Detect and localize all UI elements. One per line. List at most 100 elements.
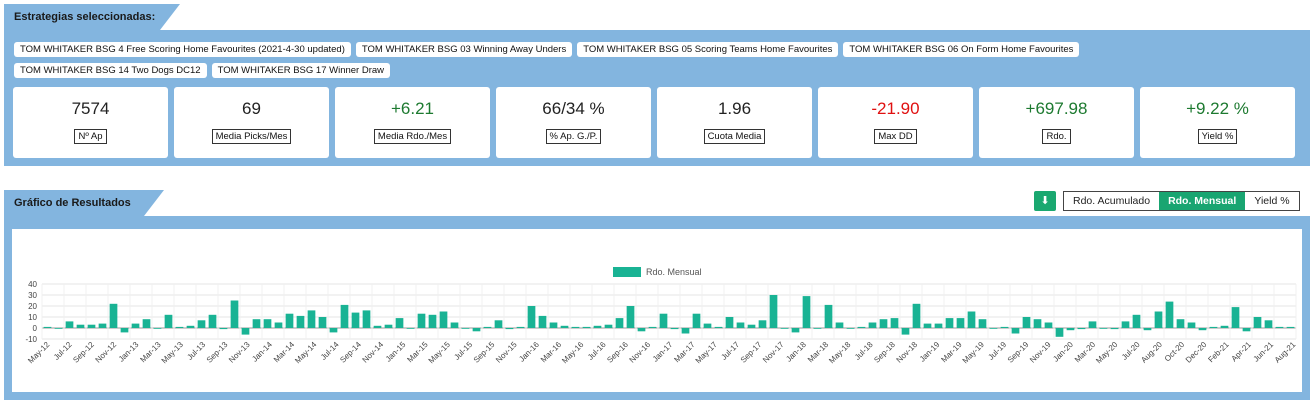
stat-label: Yield % — [1197, 129, 1238, 144]
bar — [76, 324, 85, 328]
chart-mode-toggle: Rdo. Acumulado Rdo. Mensual Yield % — [1063, 191, 1300, 211]
bar — [549, 322, 558, 328]
x-tick-label: Jan-16 — [517, 340, 541, 364]
bar — [747, 324, 756, 328]
bar — [1176, 319, 1185, 328]
bar — [912, 303, 921, 328]
download-icon[interactable]: ⬇ — [1034, 191, 1056, 211]
stat-value: 66/34 % — [542, 99, 605, 118]
stat-value: +6.21 — [390, 99, 434, 118]
x-tick-label: Sep-17 — [739, 340, 764, 365]
bar — [175, 326, 184, 328]
bar — [252, 319, 261, 328]
x-tick-label: Jan-20 — [1051, 340, 1075, 364]
x-tick-label: Aug-21 — [1273, 340, 1298, 365]
bar — [868, 322, 877, 328]
strategy-tag: TOM WHITAKER BSG 14 Two Dogs DC12 — [14, 63, 207, 78]
stat-card: 66/34 % % Ap. G./P. — [496, 87, 651, 158]
x-tick-label: Sep-18 — [872, 340, 897, 365]
x-tick-label: Dec-20 — [1184, 340, 1209, 365]
y-tick-label: 40 — [28, 280, 37, 289]
stat-label: Rdo. — [1042, 129, 1071, 144]
x-tick-label: Mar-17 — [672, 340, 697, 365]
bar — [934, 323, 943, 328]
stat-value: +9.22 % — [1186, 99, 1249, 118]
bar — [879, 319, 888, 328]
bar — [824, 304, 833, 328]
bar — [208, 314, 217, 328]
bar — [736, 322, 745, 328]
stat-label: Cuota Media — [703, 129, 766, 144]
toggle-yield[interactable]: Yield % — [1254, 195, 1290, 207]
bar — [1264, 320, 1273, 328]
y-tick-label: 20 — [28, 302, 37, 311]
bar — [593, 325, 602, 328]
bar — [780, 328, 789, 329]
bar — [538, 315, 547, 328]
bar — [1132, 314, 1141, 328]
bar — [967, 311, 976, 328]
bar — [164, 314, 173, 328]
stat-card: +6.21 Media Rdo./Mes — [335, 87, 490, 158]
x-tick-label: Nov-18 — [895, 340, 920, 365]
x-tick-label: Sep-15 — [472, 340, 497, 365]
bar — [1033, 319, 1042, 328]
strategy-tag: TOM WHITAKER BSG 05 Scoring Teams Home F… — [577, 42, 839, 57]
stat-label: Nº Ap — [74, 129, 107, 144]
y-tick-label: 10 — [28, 313, 37, 322]
bar — [681, 328, 690, 334]
bar — [1022, 317, 1031, 328]
stat-label: Media Picks/Mes — [211, 129, 292, 144]
x-tick-label: Nov-16 — [628, 340, 653, 365]
bar — [494, 320, 503, 328]
x-tick-label: Mar-16 — [539, 340, 564, 365]
results-section-title: Gráfico de Resultados — [4, 190, 164, 216]
y-tick-label: 30 — [28, 291, 37, 300]
x-tick-label: Jan-18 — [784, 340, 808, 364]
bar — [604, 324, 613, 328]
bar — [230, 300, 239, 328]
bar — [1198, 328, 1207, 331]
bar — [1187, 322, 1196, 328]
toggle-rdo-acumulado[interactable]: Rdo. Acumulado — [1073, 195, 1151, 207]
stat-card: 7574 Nº Ap — [13, 87, 168, 158]
stat-label: Media Rdo./Mes — [373, 129, 452, 144]
x-tick-label: Jan-13 — [117, 340, 141, 364]
x-tick-label: Sep-16 — [605, 340, 630, 365]
bar — [901, 328, 910, 335]
bar — [461, 328, 470, 329]
bar — [769, 295, 778, 328]
bar — [153, 328, 162, 329]
x-tick-label: Mar-19 — [939, 340, 964, 365]
bar — [87, 324, 96, 328]
bar — [582, 326, 591, 328]
bar — [846, 328, 855, 329]
bar — [1121, 321, 1130, 328]
bar — [219, 328, 228, 330]
bar — [615, 318, 624, 328]
bar — [296, 315, 305, 328]
bar — [1000, 326, 1009, 328]
x-tick-label: Nov-15 — [494, 340, 519, 365]
bar — [714, 326, 723, 328]
bar — [109, 303, 118, 328]
bar — [406, 328, 415, 329]
x-tick-label: Aug-20 — [1139, 340, 1164, 365]
strategy-tag-list: TOM WHITAKER BSG 4 Free Scoring Home Fav… — [14, 39, 1304, 81]
bar — [516, 326, 525, 328]
x-tick-label: May-15 — [427, 340, 453, 366]
bar — [263, 319, 272, 328]
bar — [659, 313, 668, 328]
bar — [758, 320, 767, 328]
bar — [186, 325, 195, 328]
y-tick-label: 0 — [33, 324, 38, 333]
bar — [670, 328, 679, 330]
stat-value: 69 — [242, 99, 261, 118]
legend-swatch — [613, 267, 641, 277]
bar — [1253, 317, 1262, 328]
x-tick-label: Jan-17 — [651, 340, 675, 364]
x-tick-label: Mar-14 — [272, 340, 297, 365]
bar — [1099, 328, 1108, 329]
toggle-rdo-mensual[interactable]: Rdo. Mensual — [1159, 192, 1246, 210]
